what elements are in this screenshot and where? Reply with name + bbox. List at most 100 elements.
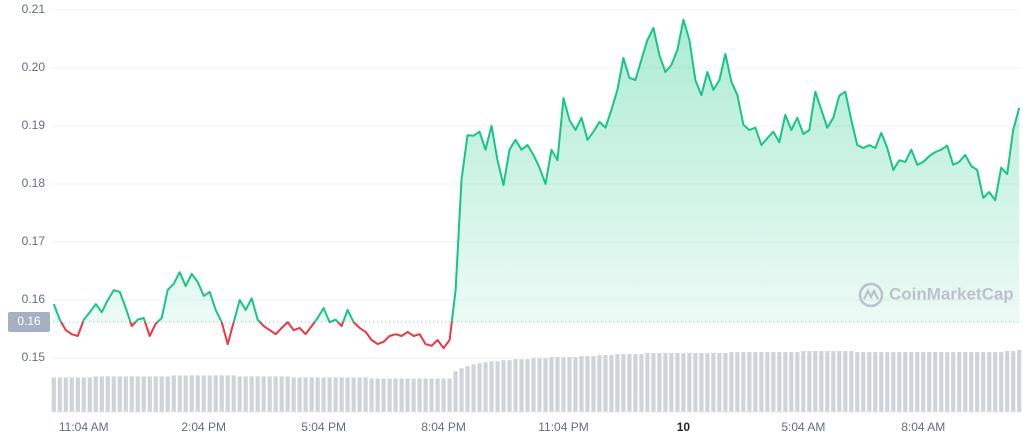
watermark-text: CoinMarketCap — [889, 284, 1014, 303]
volume-bar — [711, 353, 716, 412]
volume-bar — [591, 356, 596, 412]
volume-bar — [669, 353, 674, 412]
volume-bar — [873, 352, 878, 412]
volume-bar — [597, 355, 602, 412]
volume-bar — [507, 360, 512, 412]
x-tick-label: 5:04 PM — [301, 420, 346, 434]
volume-bar — [81, 377, 86, 412]
volume-bar — [513, 359, 518, 412]
volume-bar — [99, 376, 104, 412]
baseline-label: 0.16 — [17, 314, 41, 328]
volume-bar — [915, 352, 920, 412]
volume-bar — [267, 376, 272, 412]
volume-bar — [495, 361, 500, 412]
volume-bar — [609, 355, 614, 412]
volume-bar — [957, 352, 962, 412]
volume-bar — [783, 352, 788, 412]
volume-bar — [93, 376, 98, 412]
volume-bar — [129, 376, 134, 412]
volume-bar — [363, 377, 368, 412]
volume-bar — [723, 353, 728, 412]
x-tick-label: 11:04 AM — [59, 420, 109, 434]
volume-bar — [963, 352, 968, 412]
volume-bar — [153, 376, 158, 412]
volume-bar — [273, 376, 278, 412]
x-tick-label: 5:04 AM — [781, 420, 825, 434]
volume-bar — [675, 353, 680, 412]
volume-bar — [747, 352, 752, 412]
price-line-up — [52, 18, 1021, 323]
volume-bar — [987, 352, 992, 412]
volume-bar — [585, 356, 590, 412]
volume-bar — [369, 378, 374, 412]
volume-bar — [945, 352, 950, 412]
volume-bar — [693, 353, 698, 412]
volume-bar — [687, 353, 692, 412]
volume-bar — [429, 378, 434, 412]
volume-bar — [483, 362, 488, 412]
volume-bar — [753, 352, 758, 412]
volume-bar — [351, 377, 356, 412]
volume-bar — [225, 375, 230, 412]
volume-bar — [969, 352, 974, 412]
volume-bar — [825, 351, 830, 412]
volume-bar — [501, 360, 506, 412]
volume-bar — [477, 363, 482, 412]
volume-bar — [285, 376, 290, 412]
volume-bar — [201, 375, 206, 412]
volume-bar — [867, 352, 872, 412]
volume-bar — [87, 377, 92, 412]
volume-bar — [543, 358, 548, 412]
volume-bar — [51, 377, 56, 412]
x-tick-label: 8:04 PM — [421, 420, 466, 434]
volume-bar — [579, 356, 584, 412]
volume-bar — [879, 352, 884, 412]
volume-bar — [63, 377, 68, 412]
volume-bar — [951, 352, 956, 412]
volume-bar — [315, 377, 320, 412]
volume-bar — [279, 376, 284, 412]
volume-bar — [567, 357, 572, 412]
volume-bar — [465, 366, 470, 412]
volume-bar — [891, 352, 896, 412]
volume-bar — [231, 375, 236, 412]
volume-bar — [447, 378, 452, 412]
volume-bar — [243, 376, 248, 412]
volume-bar — [705, 353, 710, 412]
volume-bar — [1005, 351, 1010, 412]
volume-bar — [183, 375, 188, 412]
volume-bar — [111, 376, 116, 412]
volume-bar — [339, 377, 344, 412]
volume-bar — [765, 352, 770, 412]
volume-bar — [819, 351, 824, 412]
volume-bar — [1017, 350, 1022, 412]
volume-bar — [453, 371, 458, 412]
volume-bar — [615, 354, 620, 412]
volume-bar — [375, 378, 380, 412]
volume-bar — [771, 352, 776, 412]
volume-bar — [147, 376, 152, 412]
volume-bar — [633, 354, 638, 412]
volume-bar — [573, 357, 578, 412]
volume-bar — [321, 377, 326, 412]
volume-bar — [135, 376, 140, 412]
volume-bar — [519, 359, 524, 412]
volume-bar — [333, 377, 338, 412]
volume-bar — [861, 352, 866, 412]
volume-bar — [219, 375, 224, 412]
volume-bar — [849, 351, 854, 412]
volume-bar — [489, 361, 494, 412]
volume-bar — [909, 352, 914, 412]
volume-bar — [435, 378, 440, 412]
baseline-label-box — [8, 312, 50, 333]
volume-bar — [831, 351, 836, 412]
volume-bar — [699, 353, 704, 412]
volume-bar — [561, 357, 566, 412]
volume-bar — [345, 377, 350, 412]
volume-bar — [855, 352, 860, 412]
volume-bar — [663, 353, 668, 412]
x-tick-label: 11:04 PM — [538, 420, 588, 434]
volume-bar — [933, 352, 938, 412]
volume-bar — [255, 376, 260, 412]
volume-bar — [657, 353, 662, 412]
